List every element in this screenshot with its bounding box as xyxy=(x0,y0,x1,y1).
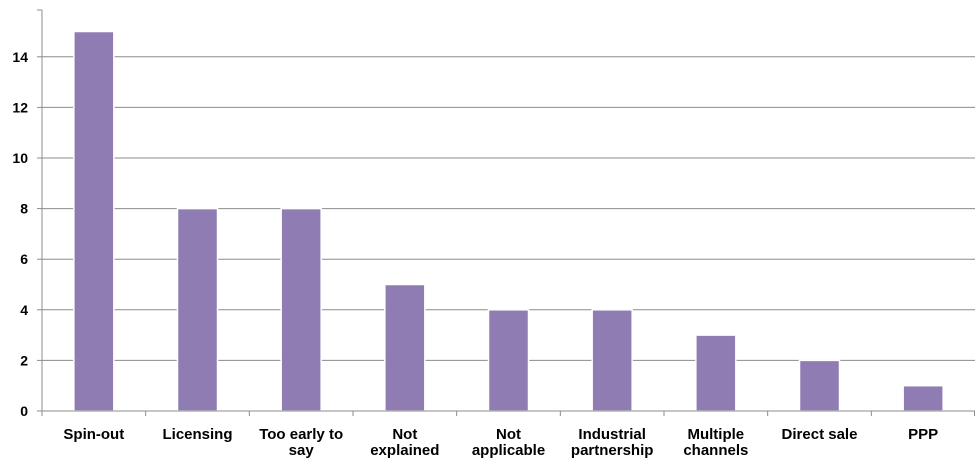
tick-labels: 0 2 4 6 8 10 12 14 Spin-out Licensing Too early to… xyxy=(12,49,938,459)
x-tick-label: Too early to xyxy=(259,426,343,443)
bar xyxy=(384,283,426,412)
bar xyxy=(176,207,219,412)
x-tick-label: applicable xyxy=(472,442,545,459)
x-tick-label: say xyxy=(289,442,315,459)
x-tick-label: channels xyxy=(683,442,748,459)
bars xyxy=(73,30,944,412)
x-tick-label: Direct sale xyxy=(782,426,858,443)
x-tick-label: explained xyxy=(370,442,439,459)
x-tick-label: Not xyxy=(392,426,417,443)
y-tick-label: 10 xyxy=(12,150,28,166)
y-tick-label: 12 xyxy=(12,99,28,115)
y-tick-label: 0 xyxy=(20,403,28,419)
y-tick-label: 8 xyxy=(20,201,28,217)
y-tick-label: 6 xyxy=(20,251,28,267)
y-tick-label: 4 xyxy=(20,302,28,318)
bar xyxy=(902,384,944,412)
bar xyxy=(798,359,841,412)
x-tick-label: Licensing xyxy=(162,426,232,443)
y-tick-label: 14 xyxy=(12,49,28,65)
x-tick-label: Spin-out xyxy=(63,426,124,443)
x-tick-label: partnership xyxy=(571,442,654,459)
y-tick-label: 2 xyxy=(20,352,28,368)
x-tick-label: Not xyxy=(496,426,521,443)
bar xyxy=(591,309,633,412)
x-tick-label: Multiple xyxy=(687,426,744,443)
bar xyxy=(73,30,115,412)
x-tick-label: Industrial xyxy=(578,426,646,443)
bar xyxy=(487,309,530,412)
x-tick-label: PPP xyxy=(908,426,938,443)
bar xyxy=(695,334,737,412)
axes xyxy=(37,9,975,416)
bar xyxy=(280,207,322,412)
